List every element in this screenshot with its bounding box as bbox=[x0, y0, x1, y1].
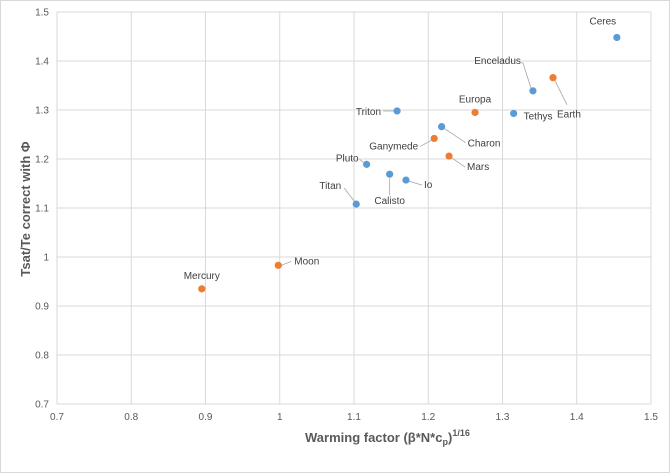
point-mars bbox=[445, 152, 453, 160]
point-charon bbox=[438, 123, 446, 131]
x-tick-label: 0.8 bbox=[124, 412, 138, 423]
gridlines bbox=[56, 11, 652, 405]
data-points bbox=[198, 33, 621, 293]
point-label-tethys: Tethys bbox=[524, 111, 553, 122]
y-tick-label: 1.2 bbox=[35, 155, 49, 166]
leader-line bbox=[281, 260, 292, 266]
x-tick-label: 0.7 bbox=[50, 412, 64, 423]
point-enceladus bbox=[529, 87, 537, 95]
leader-line bbox=[343, 187, 355, 202]
point-pluto bbox=[363, 160, 371, 168]
point-label-calisto: Calisto bbox=[374, 196, 405, 207]
point-moon bbox=[274, 261, 282, 269]
point-label-triton: Triton bbox=[356, 107, 381, 118]
x-axis-label-close: ) bbox=[448, 430, 452, 445]
point-label-mercury: Mercury bbox=[184, 271, 220, 282]
point-mercury bbox=[198, 285, 206, 293]
y-axis-label: Tsat/Te correct with Φ bbox=[18, 141, 33, 276]
point-label-titan: Titan bbox=[319, 181, 341, 192]
y-tick-label: 1.3 bbox=[35, 106, 49, 117]
point-label-ceres: Ceres bbox=[590, 16, 617, 27]
leader-line bbox=[444, 128, 466, 143]
x-tick-label: 1.5 bbox=[644, 412, 658, 423]
x-axis-label-subscript: p bbox=[442, 437, 448, 447]
leader-line bbox=[408, 180, 423, 186]
point-label-enceladus: Enceladus bbox=[474, 56, 521, 67]
point-europa bbox=[471, 108, 479, 117]
label-leader-lines bbox=[281, 62, 568, 266]
leader-line bbox=[520, 62, 532, 89]
point-label-europa: Europa bbox=[459, 94, 492, 105]
point-ganymede bbox=[430, 134, 438, 143]
y-tick-label: 1.5 bbox=[35, 8, 49, 19]
point-io bbox=[402, 176, 410, 184]
y-tick-label: 1.1 bbox=[35, 204, 49, 215]
point-triton bbox=[393, 107, 401, 115]
x-tick-label: 1.2 bbox=[421, 412, 435, 423]
y-tick-label: 1 bbox=[43, 253, 49, 264]
leader-line bbox=[359, 159, 364, 163]
point-label-charon: Charon bbox=[468, 139, 501, 150]
point-label-earth: Earth bbox=[557, 110, 581, 121]
x-tick-labels: 0.7 0.8 0.9 1 1.1 1.2 1.3 1.4 1.5 bbox=[50, 412, 658, 423]
point-label-moon: Moon bbox=[294, 256, 319, 267]
y-tick-label: 0.9 bbox=[35, 302, 49, 313]
x-tick-label: 1 bbox=[277, 412, 283, 423]
point-tethys bbox=[510, 109, 518, 118]
y-tick-labels: 0.7 0.8 0.9 1 1.1 1.2 1.3 1.4 1.5 bbox=[35, 8, 49, 411]
x-tick-label: 1.4 bbox=[570, 412, 584, 423]
y-tick-label: 0.7 bbox=[35, 400, 49, 411]
point-earth bbox=[549, 74, 557, 82]
leader-line bbox=[554, 80, 568, 105]
point-calisto bbox=[386, 170, 394, 178]
point-label-ganymede: Ganymede bbox=[369, 141, 418, 152]
x-axis-label: Warming factor (β*N*cp)1/16 bbox=[305, 428, 470, 447]
point-label-mars: Mars bbox=[467, 162, 489, 173]
y-tick-label: 1.4 bbox=[35, 57, 49, 68]
point-titan bbox=[352, 200, 360, 208]
x-tick-label: 1.3 bbox=[496, 412, 510, 423]
point-label-pluto: Pluto bbox=[336, 153, 359, 164]
y-tick-label: 0.8 bbox=[35, 351, 49, 362]
point-ceres bbox=[613, 33, 621, 42]
x-tick-label: 1.1 bbox=[347, 412, 361, 423]
x-axis-label-superscript: 1/16 bbox=[452, 428, 470, 438]
leader-line bbox=[451, 157, 466, 168]
point-label-io: Io bbox=[424, 180, 433, 191]
leader-line bbox=[419, 140, 432, 147]
point-labels: Mercury Moon Titan Pluto Calisto Io Triton Gany… bbox=[184, 16, 616, 281]
x-tick-label: 0.9 bbox=[199, 412, 213, 423]
